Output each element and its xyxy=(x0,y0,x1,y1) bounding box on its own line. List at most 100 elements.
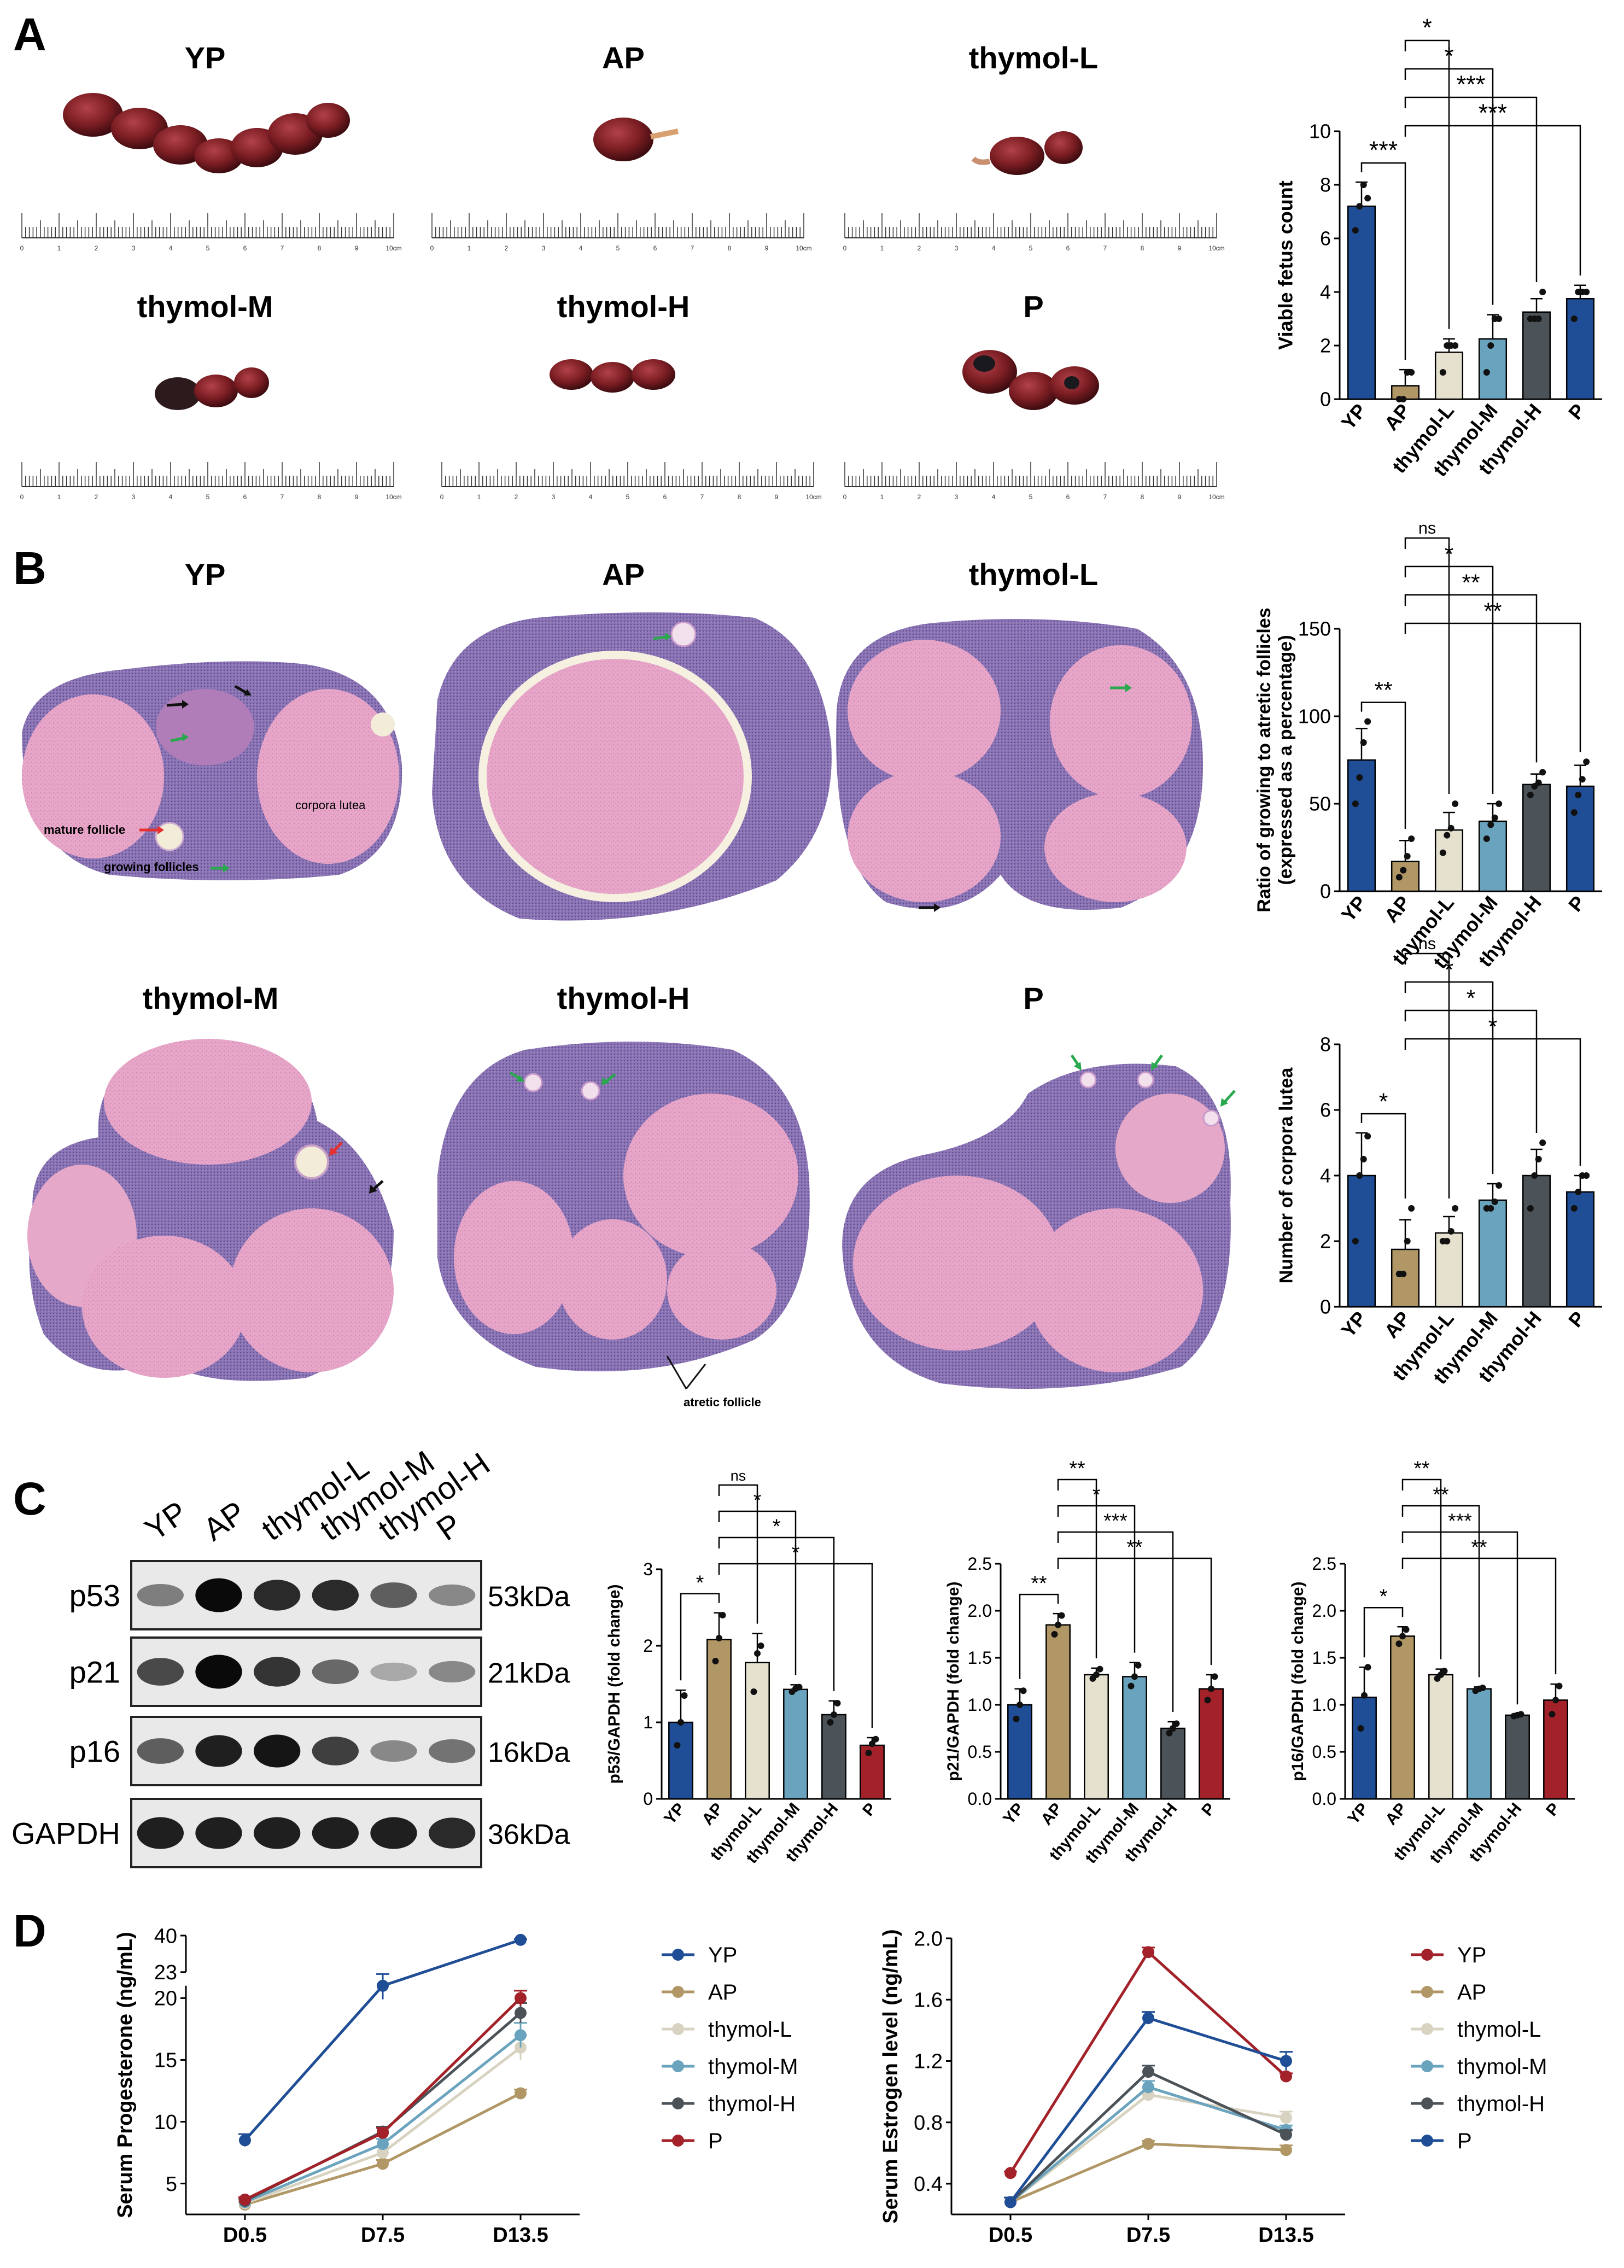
ruler-tick-label: 3 xyxy=(955,244,959,252)
y-tick-label: 100 xyxy=(1298,705,1331,728)
bar xyxy=(1478,1199,1508,1308)
y-axis-label-2: (expressed as a percentage) xyxy=(1275,635,1296,885)
significance-label: * xyxy=(1379,1089,1388,1115)
legend-marker xyxy=(1421,1986,1433,1998)
series-line xyxy=(244,2012,522,2202)
legend-label: YP xyxy=(708,1943,737,1967)
significance-bracket xyxy=(1404,1009,1538,1133)
ruler-tick-label: 8 xyxy=(738,493,741,501)
ruler-tick-label: 10cm xyxy=(1208,244,1224,252)
data-point xyxy=(1479,1685,1486,1692)
y-tick-label: 3 xyxy=(643,1559,653,1579)
annotation-growing-follicles: growing follicles xyxy=(104,860,199,874)
blot-band xyxy=(195,1817,242,1849)
significance-bracket xyxy=(1363,1606,1404,1658)
y-tick-label: 5 xyxy=(166,2173,177,2196)
significance-label: *** xyxy=(1479,99,1508,127)
x-category-label: YP xyxy=(1337,1307,1371,1341)
significance-label: ** xyxy=(1413,1457,1429,1480)
ruler-tick-label: 9 xyxy=(355,244,359,252)
legend-marker xyxy=(1421,2060,1433,2072)
bar xyxy=(1522,784,1551,892)
data-point xyxy=(1535,779,1542,786)
significance-bracket xyxy=(1019,1593,1059,1679)
legend-marker xyxy=(672,1986,684,1998)
data-point xyxy=(1204,1697,1211,1704)
y-axis-label: p53/GAPDH (fold change) xyxy=(605,1584,623,1784)
data-point xyxy=(515,1933,527,1946)
significance-label: * xyxy=(773,1515,781,1538)
bar xyxy=(1391,1248,1420,1308)
bar xyxy=(1565,1191,1595,1308)
blot-band xyxy=(254,1580,301,1611)
arrow-marker-green xyxy=(509,1071,525,1082)
blot-band xyxy=(429,1817,476,1849)
bar xyxy=(1522,1174,1551,1308)
data-point xyxy=(515,2087,527,2100)
bar xyxy=(1199,1688,1224,1800)
data-point xyxy=(515,2007,527,2019)
x-category-label: YP xyxy=(1337,891,1371,926)
blot-band xyxy=(312,1659,359,1684)
bar xyxy=(783,1688,808,1800)
bar xyxy=(1160,1727,1185,1800)
y-tick-label: 0.5 xyxy=(1312,1742,1336,1762)
ruler-tick-label: 10cm xyxy=(1208,493,1224,501)
panel-label-a: A xyxy=(13,9,46,60)
section-ap xyxy=(432,612,832,921)
y-tick-label: 40 xyxy=(154,1925,177,1948)
significance-label: * xyxy=(792,1541,800,1564)
x-tick-label: D0.5 xyxy=(989,2224,1032,2247)
data-point xyxy=(1583,289,1590,295)
ruler-tick-label: 5 xyxy=(206,493,210,501)
legend-label: thymol-L xyxy=(708,2018,792,2042)
significance-bracket xyxy=(1404,39,1450,329)
data-point xyxy=(1142,2081,1154,2094)
data-point xyxy=(377,2138,389,2150)
ruler-tick-label: 7 xyxy=(281,244,284,252)
bar xyxy=(706,1639,732,1800)
data-point xyxy=(1360,1156,1367,1162)
kda-label: 21kDa xyxy=(488,1658,570,1690)
y-tick-label: 10 xyxy=(154,2111,177,2134)
legend-marker xyxy=(672,1949,684,1961)
legend-label: AP xyxy=(1457,1980,1486,2004)
data-point xyxy=(1004,2196,1017,2208)
data-point xyxy=(1483,369,1490,376)
data-point xyxy=(1487,821,1494,828)
bar xyxy=(1045,1624,1071,1800)
significance-label: ** xyxy=(1031,1571,1047,1594)
data-point xyxy=(1570,315,1578,322)
ruler: 0 1 2 3 4 5 6 7 8 9 10cm xyxy=(20,462,402,501)
blot-band xyxy=(312,1817,359,1849)
significance-label: *** xyxy=(1369,136,1398,164)
data-point xyxy=(754,1650,761,1657)
significance-bracket xyxy=(718,1563,873,1728)
data-point xyxy=(1447,1228,1454,1235)
bar xyxy=(1122,1676,1147,1800)
data-point xyxy=(1395,1640,1403,1647)
blot-band xyxy=(137,1738,184,1764)
data-point xyxy=(1357,1725,1364,1732)
significance-label: ** xyxy=(1374,678,1392,704)
blot-strip xyxy=(130,1560,482,1630)
data-point xyxy=(1552,1697,1559,1704)
y-tick-label: 0.8 xyxy=(914,2112,943,2135)
data-point xyxy=(1004,2167,1017,2179)
y-tick-label: 10 xyxy=(1309,120,1331,143)
data-point xyxy=(1535,315,1542,322)
ruler-tick-label: 1 xyxy=(880,493,884,501)
legend-label: thymol-L xyxy=(1457,2018,1541,2042)
significance-bracket xyxy=(1401,1531,1518,1705)
data-point xyxy=(1055,1621,1061,1628)
data-point xyxy=(1128,1682,1135,1690)
y-tick-label: 20 xyxy=(154,1988,177,2010)
section-yp: corpora lutea mature follicle growing fo… xyxy=(22,661,402,880)
data-point xyxy=(1556,1682,1563,1690)
ruler: 0 1 2 3 4 5 6 7 8 9 10cm xyxy=(430,213,812,252)
significance-label: *** xyxy=(1103,1509,1128,1532)
data-point xyxy=(834,1700,841,1706)
arrow-marker-black xyxy=(369,1180,384,1194)
x-tick-label: D13.5 xyxy=(493,2224,548,2247)
